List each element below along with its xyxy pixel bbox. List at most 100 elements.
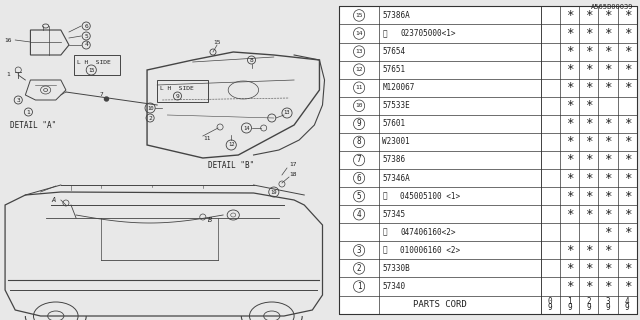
Text: *: * (623, 190, 631, 203)
Text: PARTS CORD: PARTS CORD (413, 300, 467, 309)
Text: W23001: W23001 (382, 137, 410, 147)
Text: *: * (566, 99, 573, 112)
Text: 57386: 57386 (382, 156, 406, 164)
Text: 3: 3 (605, 297, 611, 306)
Text: *: * (604, 190, 612, 203)
Text: 7: 7 (99, 92, 103, 97)
Text: 9: 9 (356, 119, 362, 128)
Text: *: * (623, 117, 631, 130)
Text: 9: 9 (586, 303, 591, 312)
Text: 1: 1 (26, 109, 30, 115)
Text: 15: 15 (88, 68, 95, 73)
Text: B: B (208, 217, 212, 223)
Text: *: * (566, 27, 573, 40)
Text: Ⓢ: Ⓢ (382, 228, 387, 237)
Text: 2: 2 (356, 264, 362, 273)
Text: *: * (566, 280, 573, 293)
Text: *: * (566, 154, 573, 166)
Text: 047406160<2>: 047406160<2> (401, 228, 456, 237)
Text: *: * (566, 172, 573, 185)
Text: A: A (52, 197, 56, 203)
Text: 57340: 57340 (382, 282, 406, 291)
Text: 010006160 <2>: 010006160 <2> (401, 246, 461, 255)
Text: 6: 6 (84, 23, 88, 28)
Text: 4: 4 (625, 297, 630, 306)
Text: 023705000<1>: 023705000<1> (401, 29, 456, 38)
Text: 7: 7 (356, 156, 362, 164)
Text: A565B00039: A565B00039 (591, 4, 634, 10)
Text: *: * (604, 280, 612, 293)
Text: *: * (585, 154, 593, 166)
Text: *: * (604, 81, 612, 94)
Text: *: * (566, 262, 573, 275)
Text: 57330B: 57330B (382, 264, 410, 273)
Text: *: * (566, 81, 573, 94)
Text: *: * (623, 154, 631, 166)
Text: *: * (604, 226, 612, 239)
Text: 9: 9 (567, 303, 572, 312)
Text: *: * (623, 262, 631, 275)
Text: *: * (604, 45, 612, 58)
Text: 6: 6 (356, 173, 362, 183)
Text: *: * (585, 27, 593, 40)
Text: 15: 15 (355, 13, 363, 18)
Text: *: * (566, 63, 573, 76)
Text: *: * (604, 244, 612, 257)
Text: 11: 11 (355, 85, 363, 90)
Text: *: * (585, 9, 593, 22)
Text: 4: 4 (356, 210, 362, 219)
Text: DETAIL "B": DETAIL "B" (208, 161, 254, 170)
Text: *: * (566, 135, 573, 148)
Text: *: * (604, 262, 612, 275)
Text: *: * (585, 190, 593, 203)
Text: *: * (604, 117, 612, 130)
Text: 57533E: 57533E (382, 101, 410, 110)
Text: 1: 1 (567, 297, 572, 306)
Text: Ⓢ: Ⓢ (382, 192, 387, 201)
Text: 8: 8 (356, 137, 362, 147)
Text: *: * (585, 81, 593, 94)
Text: 2: 2 (148, 116, 152, 121)
Text: *: * (604, 63, 612, 76)
Text: 57654: 57654 (382, 47, 406, 56)
Text: 15: 15 (213, 39, 220, 44)
Text: *: * (585, 262, 593, 275)
Text: Ⓑ: Ⓑ (382, 246, 387, 255)
Text: 3: 3 (356, 246, 362, 255)
Text: 9: 9 (175, 93, 179, 99)
Text: 57386A: 57386A (382, 11, 410, 20)
Text: 16: 16 (4, 37, 12, 43)
Text: 14: 14 (243, 125, 250, 131)
Text: *: * (604, 154, 612, 166)
Text: *: * (585, 63, 593, 76)
Text: *: * (623, 208, 631, 221)
Text: 1: 1 (356, 282, 362, 291)
Text: 14: 14 (355, 31, 363, 36)
Text: *: * (585, 172, 593, 185)
Text: 57346A: 57346A (382, 173, 410, 183)
Text: *: * (623, 226, 631, 239)
Text: 9: 9 (548, 303, 552, 312)
Text: *: * (623, 81, 631, 94)
Text: 11: 11 (203, 135, 211, 140)
Text: *: * (585, 244, 593, 257)
Text: *: * (585, 117, 593, 130)
Text: 12: 12 (355, 67, 363, 72)
Text: *: * (623, 135, 631, 148)
Text: 18: 18 (289, 172, 296, 178)
Text: *: * (585, 208, 593, 221)
Text: 9: 9 (625, 303, 630, 312)
Text: *: * (604, 208, 612, 221)
Text: 2: 2 (586, 297, 591, 306)
Text: *: * (566, 208, 573, 221)
Text: L H  SIDE: L H SIDE (77, 60, 111, 65)
Text: *: * (623, 27, 631, 40)
Text: 8: 8 (250, 58, 253, 62)
Text: 0: 0 (548, 297, 552, 306)
Text: *: * (604, 135, 612, 148)
Text: 10: 10 (147, 106, 154, 110)
Text: *: * (585, 280, 593, 293)
Text: 13: 13 (284, 110, 291, 116)
Text: 9: 9 (605, 303, 611, 312)
Text: *: * (566, 45, 573, 58)
